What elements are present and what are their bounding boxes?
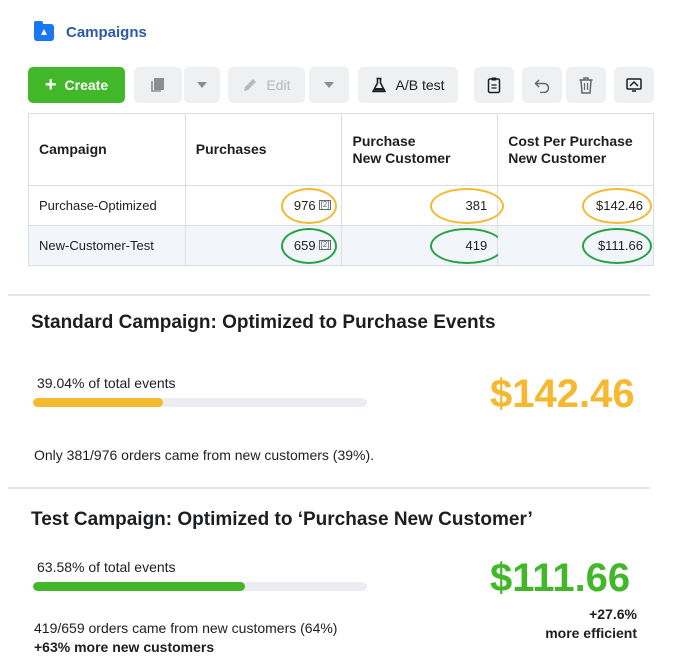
edit-button[interactable]: Edit (228, 67, 305, 103)
purchases-cell: 659 [2] (184, 225, 343, 266)
test-description: 419/659 orders came from new customers (… (34, 620, 338, 636)
efficiency-label: more efficient (545, 625, 637, 641)
purchase-new-customer-cell: 419 (341, 225, 505, 266)
highlight-circle (582, 228, 653, 264)
toolbar: + Create Edit A/B test (28, 67, 654, 103)
column-header-line: New Customer (352, 149, 451, 166)
report-button[interactable] (474, 67, 514, 103)
plus-icon: + (44, 74, 57, 96)
purchase-new-customer-value: 381 (465, 198, 488, 213)
purchases-value: 659 (293, 238, 316, 253)
duplicate-icon (151, 78, 164, 92)
duplicate-dropdown-button[interactable] (184, 67, 220, 103)
clipboard-icon (487, 77, 501, 94)
table-row[interactable]: Purchase-Optimized 976 [2] 381 $142.46 (28, 185, 654, 226)
pencil-icon (244, 79, 257, 91)
edit-dropdown-button[interactable] (309, 67, 349, 103)
column-header-purchases[interactable]: Purchases (184, 113, 343, 186)
column-header-purchase-new-customer[interactable]: Purchase New Customer (341, 113, 499, 186)
cost-per-purchase-value: $142.46 (596, 198, 643, 213)
flask-icon (372, 77, 387, 93)
section-divider (8, 487, 650, 489)
test-progress-fill (33, 582, 246, 591)
standard-bar-label: 39.04% of total events (37, 375, 176, 391)
page-title[interactable]: Campaigns (66, 24, 147, 41)
undo-icon (534, 79, 550, 93)
create-label: Create (64, 77, 109, 93)
campaign-name-cell[interactable]: Purchase-Optimized (28, 185, 186, 226)
note-marker[interactable]: [2] (318, 200, 332, 210)
test-cost-value: $111.66 (490, 556, 631, 600)
column-header-line: Cost Per Purchase (508, 132, 633, 149)
duplicate-button[interactable] (134, 67, 182, 103)
test-section-title: Test Campaign: Optimized to ‘Purchase Ne… (31, 509, 533, 530)
column-header-line: Purchase (352, 132, 416, 149)
cost-per-purchase-cell: $111.66 (497, 225, 654, 266)
highlight-circle (280, 188, 337, 224)
chevron-down-icon (324, 82, 334, 88)
highlight-circle (280, 228, 337, 264)
column-header-line: New Customer (508, 149, 607, 166)
delete-button[interactable] (566, 67, 606, 103)
column-header-campaign[interactable]: Campaign (28, 113, 186, 186)
ab-test-button[interactable]: A/B test (358, 67, 458, 103)
export-button[interactable] (614, 67, 654, 103)
campaign-table: Campaign Purchases Purchase New Customer… (28, 113, 654, 266)
standard-description: Only 381/976 orders came from new custom… (34, 447, 375, 463)
standard-cost-value: $142.46 (490, 372, 635, 416)
edit-label: Edit (266, 77, 291, 93)
table-header-row: Campaign Purchases Purchase New Customer… (28, 113, 654, 186)
standard-progress-fill (33, 398, 164, 407)
table-row[interactable]: New-Customer-Test 659 [2] 419 $111.66 (28, 225, 654, 266)
test-highlight: +63% more new customers (34, 639, 215, 655)
purchases-cell: 976 [2] (184, 185, 343, 226)
purchase-new-customer-cell: 381 (341, 185, 505, 226)
standard-section-title: Standard Campaign: Optimized to Purchase… (31, 312, 496, 333)
undo-button[interactable] (522, 67, 562, 103)
trash-icon (579, 77, 593, 94)
test-progress-bar (33, 582, 367, 591)
section-divider (8, 294, 650, 296)
column-header-cost-per-purchase-new-customer[interactable]: Cost Per Purchase New Customer (497, 113, 654, 186)
cost-per-purchase-value: $111.66 (597, 238, 643, 253)
campaign-name-cell[interactable]: New-Customer-Test (28, 225, 186, 266)
efficiency-value: +27.6% (589, 606, 637, 622)
note-marker[interactable]: [2] (318, 240, 332, 250)
ab-test-label: A/B test (395, 77, 445, 93)
create-button[interactable]: + Create (28, 67, 125, 103)
highlight-circle (582, 188, 653, 224)
purchases-value: 976 (293, 198, 316, 213)
purchase-new-customer-value: 419 (465, 238, 488, 253)
cost-per-purchase-cell: $142.46 (497, 185, 654, 226)
export-icon (626, 78, 642, 92)
chevron-down-icon (197, 82, 207, 88)
folder-icon (34, 21, 54, 41)
test-bar-label: 63.58% of total events (37, 559, 176, 575)
page-header: Campaigns (34, 21, 147, 41)
standard-progress-bar (33, 398, 367, 407)
